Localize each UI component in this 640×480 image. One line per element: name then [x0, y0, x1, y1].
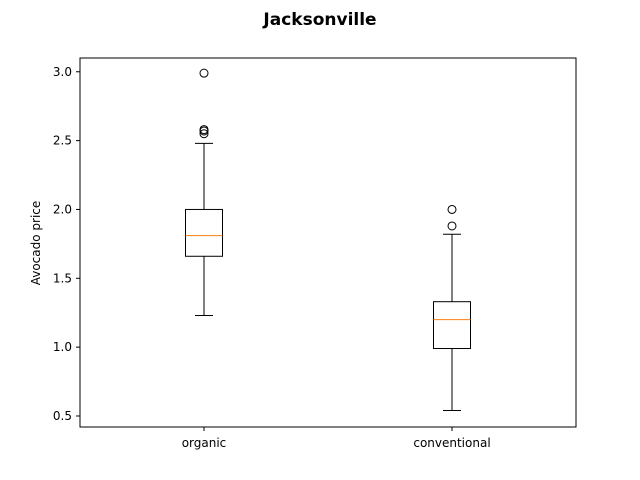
chart-title: Jacksonville: [262, 10, 376, 30]
outlier-point: [199, 129, 209, 139]
x-tick-label: organic: [182, 436, 227, 450]
outlier-point: [447, 221, 457, 231]
interquartile-box: [185, 208, 223, 257]
box-conventional: [433, 204, 471, 411]
x-axis: organic conventional: [182, 427, 491, 450]
outlier-point: [199, 68, 209, 78]
y-axis-label: Avocado price: [29, 201, 43, 286]
y-tick-label: 2.5: [53, 134, 72, 148]
y-tick-label: 0.5: [53, 409, 72, 423]
plot-frame: [79, 57, 577, 428]
outlier-point: [199, 125, 209, 135]
x-tick-label: conventional: [413, 436, 490, 450]
y-tick-label: 1.0: [53, 340, 72, 354]
y-tick-label: 3.0: [53, 65, 72, 79]
y-tick-label: 2.0: [53, 202, 72, 216]
box-organic: [185, 68, 223, 316]
y-tick-label: 1.5: [53, 271, 72, 285]
outlier-point: [447, 204, 457, 214]
interquartile-box: [433, 301, 471, 350]
plot-area: [185, 68, 471, 411]
y-axis: 0.5 1.0 1.5 2.0 2.5 3.0: [53, 65, 80, 423]
